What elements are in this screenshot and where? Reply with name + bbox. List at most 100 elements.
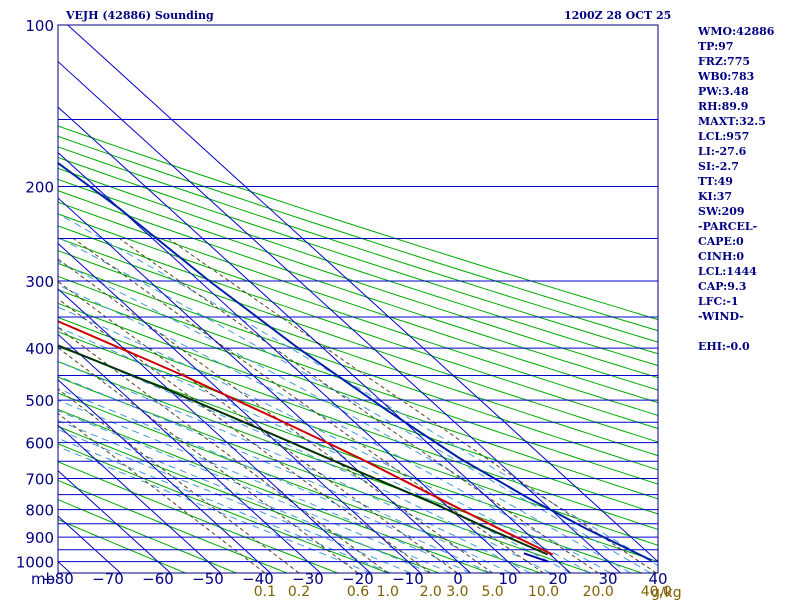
- time-label: 1200Z 28 OCT 25: [564, 9, 671, 22]
- index-10: TT:49: [698, 175, 733, 188]
- moist-adiabat-10: [58, 326, 571, 573]
- temperature-label-7: −10: [392, 570, 424, 588]
- pressure-unit-label: mb: [31, 570, 55, 588]
- dry-adiabat-7: [58, 392, 541, 573]
- index-12: SW:209: [698, 205, 745, 218]
- pressure-label-900: 900: [25, 529, 54, 547]
- moist-adiabat-13: [58, 260, 631, 573]
- dry-adiabat-8: [58, 376, 592, 573]
- index-18: LFC:-1: [698, 295, 739, 308]
- index-21: EHI:-0.0: [698, 340, 750, 353]
- mixing-ratio-label-0: 0.1: [254, 584, 276, 600]
- temperature-label-6: −20: [342, 570, 374, 588]
- index-4: PW:3.48: [698, 85, 749, 98]
- dry-adiabats: [58, 125, 658, 573]
- mixing-ratio-label-7: 10.0: [528, 584, 559, 600]
- dry-adiabat-24: [58, 167, 658, 367]
- dry-adiabat-13: [58, 302, 658, 515]
- dry-adiabat-18: [58, 237, 658, 443]
- pressure-label-200: 200: [25, 179, 54, 197]
- pressure-label-800: 800: [25, 502, 54, 520]
- mixing-ratio-label-5: 3.0: [446, 584, 468, 600]
- pressure-label-600: 600: [25, 435, 54, 453]
- mixing-ratio-tick-labels: 0.1 0.2 0.6 1.0 2.0 3.0 5.0 10.0 20.0 40.0: [254, 584, 672, 600]
- isotherm-30: [58, 60, 621, 573]
- index-2: FRZ:775: [698, 55, 750, 68]
- pressure-label-700: 700: [25, 471, 54, 489]
- moist-adiabat-8: [58, 361, 531, 573]
- isotherm-40: [67, 25, 658, 563]
- index-3: WB0:783: [697, 70, 754, 83]
- plot-frame: [57, 24, 659, 574]
- pressure-label-300: 300: [25, 273, 54, 291]
- mixing-ratio-label-3: 1.0: [377, 584, 399, 600]
- mixing-ratio-label-9: 40.0: [641, 584, 672, 600]
- index-17: CAP:9.3: [698, 280, 746, 293]
- moist-adiabat-0: [58, 446, 371, 573]
- series-line-0: [58, 320, 554, 556]
- mixing-ratio-label-8: 20.0: [583, 584, 614, 600]
- moist-adiabat-14: [58, 236, 651, 573]
- isotherm--60: [58, 470, 171, 573]
- mixing-unit-label: g/kg: [651, 585, 682, 600]
- index-0: WMO:42886: [697, 25, 775, 38]
- indices-panel: WMO:42886 TP:97 FRZ:775 WB0:783 PW:3.48 RH:89…: [697, 25, 775, 353]
- isotherm--30: [58, 333, 321, 573]
- mixing-ratio-line-2: [58, 347, 359, 573]
- mixing-ratio-label-4: 2.0: [420, 584, 442, 600]
- series-line-2: [523, 552, 549, 563]
- dry-adiabat-26: [58, 146, 658, 343]
- isotherm--40: [58, 379, 271, 573]
- dry-adiabat-2: [58, 479, 288, 573]
- isotherms: [58, 25, 658, 573]
- moist-adiabat-5: [58, 399, 471, 573]
- pressure-label-500: 500: [25, 392, 54, 410]
- dry-adiabat-0: [58, 518, 186, 573]
- dry-adiabat-4: [58, 443, 389, 573]
- chart-title: VEJH (42886) Sounding: [65, 9, 214, 22]
- temperature-label-2: −60: [142, 570, 174, 588]
- dry-adiabat-17: [58, 250, 658, 457]
- isotherm--50: [58, 424, 221, 573]
- index-6: MAXT:32.5: [698, 115, 766, 128]
- dry-adiabat-11: [58, 331, 658, 546]
- dry-adiabat-3: [58, 461, 338, 573]
- dry-adiabat-19: [58, 225, 658, 430]
- index-13: -PARCEL-: [698, 220, 757, 233]
- pressure-label-100: 100: [25, 17, 54, 35]
- index-15: CINH:0: [698, 250, 744, 263]
- dry-adiabat-22: [58, 190, 658, 391]
- temperature-label-9: 10: [498, 570, 517, 588]
- dry-adiabat-1: [58, 499, 237, 573]
- isotherm--20: [58, 288, 371, 573]
- temperature-label-4: −40: [242, 570, 274, 588]
- mixing-ratio-label-2: 0.6: [347, 584, 369, 600]
- parcel-path-line: [58, 161, 653, 562]
- moist-adiabat-6: [58, 388, 491, 573]
- data-series: [58, 161, 653, 563]
- moist-adiabats: [58, 213, 658, 573]
- moist-adiabat-4: [58, 410, 451, 573]
- index-9: SI:-2.7: [698, 160, 739, 173]
- temperature-label-0: −80: [42, 570, 74, 588]
- pressure-label-400: 400: [25, 340, 54, 358]
- isotherm-10: [58, 151, 521, 573]
- index-14: CAPE:0: [698, 235, 744, 248]
- moist-adiabat-15: [58, 213, 658, 567]
- index-5: RH:89.9: [698, 100, 748, 113]
- dry-adiabat-28: [58, 125, 658, 321]
- temperature-label-8: 0: [453, 570, 463, 588]
- dry-adiabat-27: [58, 135, 658, 332]
- mixing-ratio-label-6: 5.0: [481, 584, 503, 600]
- mixing-ratio-line-3: [58, 326, 389, 573]
- index-8: LI:-27.6: [698, 145, 747, 158]
- isotherm-20: [58, 106, 571, 573]
- dry-adiabat-14: [58, 289, 658, 500]
- dry-adiabat-16: [58, 262, 658, 471]
- dry-adiabat-15: [58, 275, 658, 485]
- dry-adiabat-21: [58, 201, 658, 404]
- index-7: LCL:957: [698, 130, 749, 143]
- index-11: KI:37: [698, 190, 732, 203]
- temperature-label-1: −70: [92, 570, 124, 588]
